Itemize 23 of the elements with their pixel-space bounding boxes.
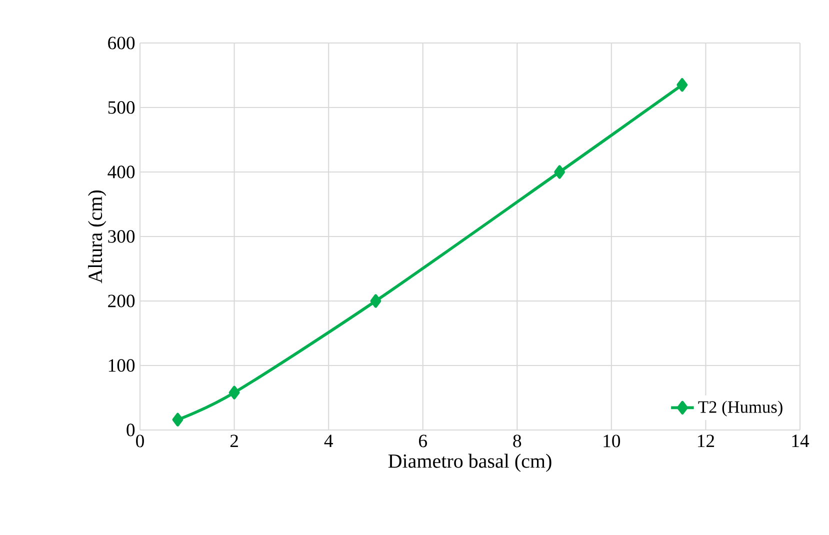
x-tick-label: 12	[698, 434, 714, 448]
point	[676, 78, 688, 92]
x-tick-label: 0	[136, 434, 144, 448]
point	[370, 294, 382, 308]
y-tick-label: 300	[108, 230, 135, 243]
x-tick-label: 6	[418, 434, 427, 448]
y-tick-label: 500	[108, 101, 135, 114]
x-tick-label: 4	[324, 434, 333, 447]
y-tick-label: 0	[126, 424, 135, 436]
x-tick-label: 8	[513, 434, 522, 448]
x-axis-title: Diametro basal (cm)	[388, 454, 552, 472]
x-tick-label: 2	[230, 434, 238, 448]
y-axis-title: Altura (cm)	[88, 190, 106, 284]
y-tick-label: 200	[108, 294, 135, 308]
legend-label: T2 (Humus)	[698, 400, 782, 416]
y-tick-label: 400	[108, 166, 135, 178]
point	[554, 165, 566, 179]
point	[172, 412, 184, 426]
y-tick-label: 600	[108, 36, 135, 50]
x-tick-label: 14	[792, 434, 810, 448]
point	[228, 386, 240, 400]
y-tick-label: 100	[108, 359, 135, 372]
x-tick-label: 10	[604, 434, 620, 448]
